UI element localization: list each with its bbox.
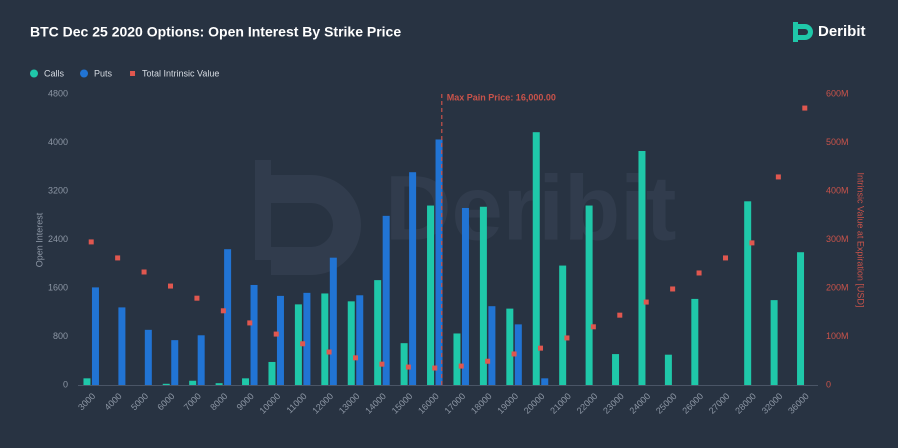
legend-label: Total Intrinsic Value [142,68,219,78]
chart-title: BTC Dec 25 2020 Options: Open Interest B… [30,24,401,40]
bar [162,383,170,385]
y2-tick-label: 400M [826,185,849,195]
point [696,270,702,276]
bar [189,380,197,385]
watermark-icon [255,160,361,275]
point [723,255,728,261]
bar [770,300,778,385]
bar [638,150,646,385]
bar [691,298,699,385]
y-tick-label: 1600 [48,282,68,292]
point [115,255,121,261]
legend-marker [30,69,38,78]
y-tick-label: 2400 [48,234,68,244]
point [590,324,596,330]
point [141,269,147,275]
bar [347,301,355,385]
bar [250,284,258,385]
bar [382,215,390,385]
y2-tick-label: 600M [826,88,849,98]
y-tick-label: 0 [63,379,68,389]
point [300,341,306,347]
bar [197,335,205,385]
point [670,286,676,292]
point [643,299,649,305]
point [405,364,411,370]
bar [294,304,302,385]
point [353,355,358,361]
bar [215,383,223,385]
bar [242,378,250,385]
bar [453,333,461,385]
logo: Deribit [818,23,866,40]
bar [488,306,496,385]
bar [144,329,152,385]
bar [506,308,514,385]
bar [321,293,329,385]
point [775,174,781,180]
bar [435,139,443,385]
point [220,308,226,314]
legend-marker [130,71,136,76]
y2-tick-label: 500M [826,137,849,147]
y-axis-label: Open Interest [34,212,44,267]
point [379,361,385,367]
point [617,312,623,318]
bar [612,354,620,385]
point [485,358,491,364]
annotation: Max Pain Price: 16,000.00 [447,92,556,102]
point [273,331,279,337]
point [538,345,543,351]
bar [303,292,311,385]
bar [374,280,382,385]
bar [664,354,672,385]
bar [91,287,99,385]
y2-axis-label: Intrinsic Value at Expiration [USD] [856,173,866,308]
point [168,283,173,289]
y-tick-label: 4000 [48,137,68,147]
bar [409,172,417,385]
y-tick-label: 3200 [48,185,68,195]
bar [585,205,593,385]
bar [461,207,469,385]
bar [797,252,805,385]
y2-tick-label: 300M [826,234,849,244]
point [432,365,438,371]
point [511,351,517,357]
bar [541,378,549,385]
bar [514,324,522,385]
point [326,349,332,355]
bar [171,340,179,385]
point [88,239,94,245]
bar [356,295,364,385]
legend-marker [80,69,89,78]
bar [118,307,126,385]
point [194,295,200,301]
bar [268,361,276,385]
bar [559,265,567,385]
y-tick-label: 800 [53,331,68,341]
y2-tick-label: 200M [826,282,849,292]
legend-label: Calls [44,68,65,78]
point [564,335,570,341]
y2-tick-label: 100M [826,331,849,341]
bar [400,343,408,385]
bar [329,257,337,385]
y2-tick-label: 0 [826,379,831,389]
bar [427,205,435,385]
point [802,105,808,111]
y-tick-label: 4800 [48,88,68,98]
logo-icon [793,22,813,42]
point [458,363,464,369]
bar [276,295,284,385]
point [749,240,755,246]
point [247,320,253,326]
legend-label: Puts [94,68,113,78]
bar [83,378,91,385]
bar [479,206,487,385]
bar [224,249,232,385]
bar [744,201,752,385]
bar [532,132,540,385]
